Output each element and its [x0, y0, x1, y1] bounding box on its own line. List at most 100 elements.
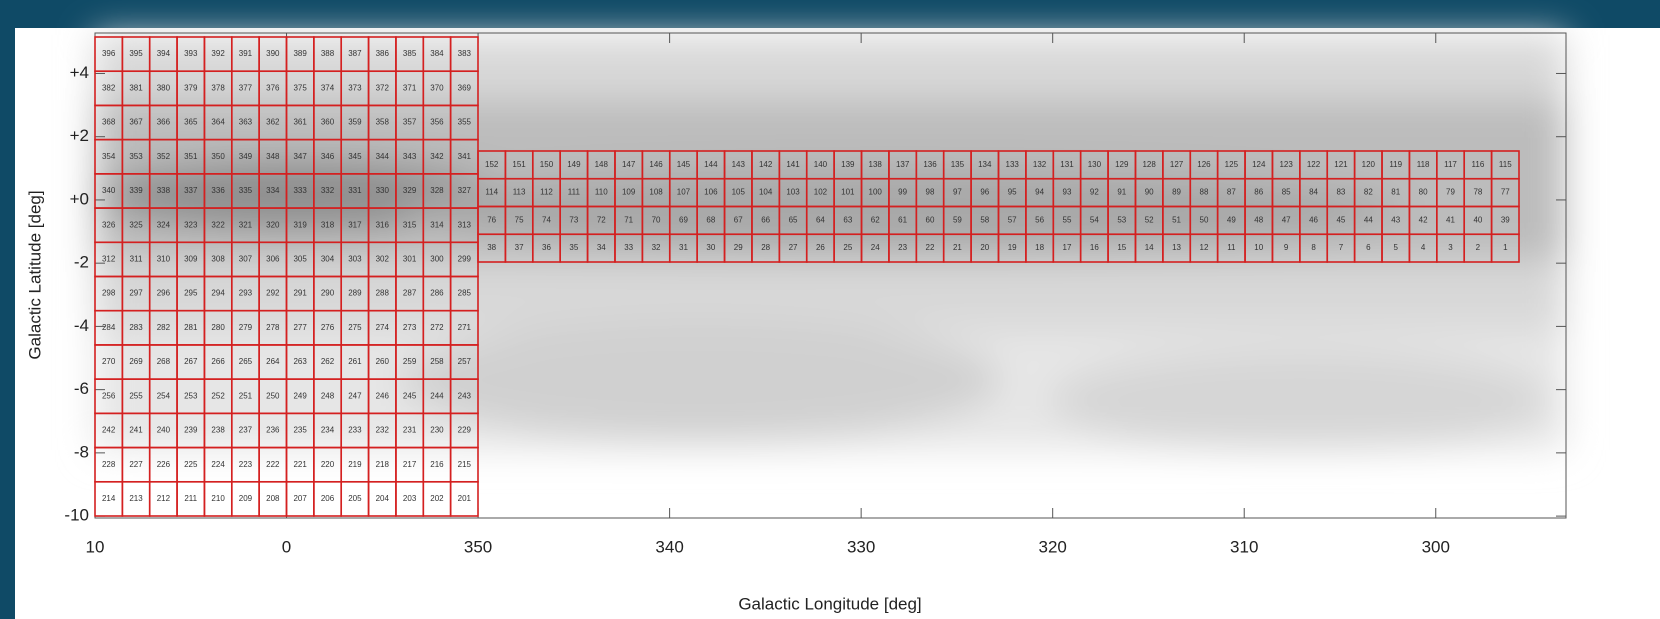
x-tick-label: 340 — [655, 537, 683, 556]
tile-label: 128 — [1142, 160, 1156, 169]
tile-label: 21 — [953, 243, 962, 252]
tile-label: 214 — [102, 494, 116, 503]
tile-label: 321 — [239, 220, 253, 229]
tile-label: 354 — [102, 152, 116, 161]
tile-label: 143 — [732, 160, 746, 169]
tile-label: 107 — [677, 188, 691, 197]
tile-label: 350 — [211, 152, 225, 161]
tile-label: 241 — [129, 426, 143, 435]
tile-label: 136 — [923, 160, 937, 169]
tile-label: 267 — [184, 357, 198, 366]
tile-label: 26 — [816, 243, 825, 252]
tile-label: 43 — [1391, 215, 1400, 224]
tile-label: 121 — [1334, 160, 1348, 169]
tile-label: 383 — [458, 49, 472, 58]
tile-label: 390 — [266, 49, 280, 58]
tile-label: 208 — [266, 494, 280, 503]
tile-label: 123 — [1279, 160, 1293, 169]
tile-label: 93 — [1063, 188, 1072, 197]
tile-label: 115 — [1499, 160, 1512, 169]
tile-label: 285 — [458, 289, 472, 298]
tile-label: 356 — [430, 118, 444, 127]
tile-label: 7 — [1339, 243, 1344, 252]
tile-label: 37 — [515, 243, 524, 252]
tile-label: 340 — [102, 186, 116, 195]
tile-label: 67 — [734, 215, 743, 224]
tile-label: 244 — [430, 391, 444, 400]
tile-label: 246 — [376, 391, 390, 400]
y-tick-label: -10 — [64, 506, 89, 525]
tile-label: 315 — [403, 220, 417, 229]
tile-label: 141 — [786, 160, 800, 169]
tile-label: 31 — [679, 243, 688, 252]
tile-label: 331 — [348, 186, 362, 195]
tile-label: 134 — [978, 160, 992, 169]
tile-label: 2 — [1476, 243, 1481, 252]
tile-label: 351 — [184, 152, 198, 161]
tile-label: 19 — [1008, 243, 1017, 252]
tile-label: 110 — [595, 188, 608, 197]
tile-label: 378 — [211, 83, 225, 92]
tile-label: 138 — [869, 160, 883, 169]
tile-label: 371 — [403, 83, 417, 92]
tile-label: 66 — [761, 215, 770, 224]
y-axis-label: Galactic Latitude [deg] — [25, 190, 44, 359]
tile-label: 23 — [898, 243, 907, 252]
tile-label: 318 — [321, 220, 335, 229]
tile-label: 338 — [157, 186, 171, 195]
tile-label: 329 — [403, 186, 417, 195]
tile-label: 76 — [487, 215, 496, 224]
tile-label: 90 — [1145, 188, 1154, 197]
tile-label: 150 — [540, 160, 554, 169]
tile-label: 35 — [569, 243, 578, 252]
tile-label: 377 — [239, 83, 253, 92]
tile-label: 391 — [239, 49, 253, 58]
tile-label: 238 — [211, 426, 225, 435]
tile-label: 205 — [348, 494, 362, 503]
tile-label: 60 — [926, 215, 935, 224]
tile-label: 63 — [843, 215, 852, 224]
tile-label: 80 — [1419, 188, 1428, 197]
tile-label: 32 — [652, 243, 661, 252]
tile-label: 202 — [430, 494, 444, 503]
tile-label: 387 — [348, 49, 362, 58]
tile-label: 5 — [1393, 243, 1398, 252]
tile-label: 385 — [403, 49, 417, 58]
tile-label: 368 — [102, 118, 116, 127]
tile-label: 101 — [841, 188, 855, 197]
tile-label: 394 — [157, 49, 171, 58]
tile-label: 361 — [293, 118, 307, 127]
tile-label: 124 — [1252, 160, 1266, 169]
tile-label: 305 — [293, 255, 307, 264]
tile-label: 57 — [1008, 215, 1017, 224]
tile-label: 212 — [157, 494, 171, 503]
tile-label: 46 — [1309, 215, 1318, 224]
y-tick-label: +4 — [70, 63, 89, 82]
x-tick-label: 310 — [1230, 537, 1258, 556]
tile-label: 307 — [239, 255, 253, 264]
tile-label: 77 — [1501, 188, 1510, 197]
tile-label: 316 — [376, 220, 390, 229]
tile-label: 269 — [129, 357, 143, 366]
tile-label: 337 — [184, 186, 198, 195]
tile-label: 265 — [239, 357, 253, 366]
tile-label: 41 — [1446, 215, 1455, 224]
tile-label: 360 — [321, 118, 335, 127]
tile-label: 282 — [157, 323, 171, 332]
tile-label: 386 — [376, 49, 390, 58]
tile-label: 3 — [1448, 243, 1453, 252]
tile-label: 320 — [266, 220, 280, 229]
tile-label: 254 — [157, 391, 171, 400]
tile-label: 231 — [403, 426, 417, 435]
tile-label: 220 — [321, 460, 335, 469]
tile-label: 277 — [293, 323, 307, 332]
tile-label: 87 — [1227, 188, 1236, 197]
tile-label: 367 — [129, 118, 143, 127]
tile-label: 346 — [321, 152, 335, 161]
tile-label: 211 — [184, 494, 197, 503]
tile-label: 82 — [1364, 188, 1373, 197]
tile-label: 257 — [458, 357, 472, 366]
tile-label: 106 — [704, 188, 718, 197]
tile-label: 376 — [266, 83, 280, 92]
tile-label: 111 — [568, 188, 581, 197]
